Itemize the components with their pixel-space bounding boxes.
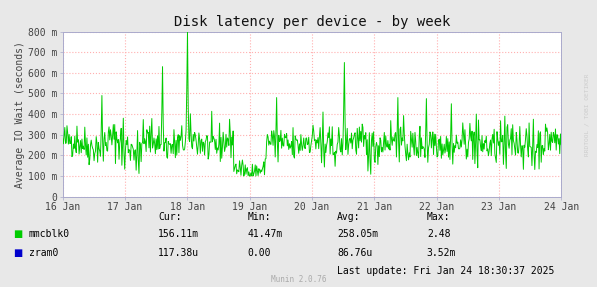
Y-axis label: Average IO Wait (seconds): Average IO Wait (seconds) bbox=[15, 41, 25, 187]
Text: ■: ■ bbox=[13, 229, 22, 239]
Text: RRDTOOL / TOBI OETIKER: RRDTOOL / TOBI OETIKER bbox=[585, 73, 590, 156]
Text: Avg:: Avg: bbox=[337, 212, 361, 222]
Text: mmcblk0: mmcblk0 bbox=[29, 229, 70, 239]
Text: 0.00: 0.00 bbox=[248, 248, 271, 258]
Text: Last update: Fri Jan 24 18:30:37 2025: Last update: Fri Jan 24 18:30:37 2025 bbox=[337, 266, 555, 276]
Text: Min:: Min: bbox=[248, 212, 271, 222]
Text: 86.76u: 86.76u bbox=[337, 248, 373, 258]
Text: 2.48: 2.48 bbox=[427, 229, 450, 239]
Text: 117.38u: 117.38u bbox=[158, 248, 199, 258]
Text: 41.47m: 41.47m bbox=[248, 229, 283, 239]
Text: Munin 2.0.76: Munin 2.0.76 bbox=[271, 275, 326, 284]
Text: zram0: zram0 bbox=[29, 248, 58, 258]
Text: Max:: Max: bbox=[427, 212, 450, 222]
Text: 3.52m: 3.52m bbox=[427, 248, 456, 258]
Title: Disk latency per device - by week: Disk latency per device - by week bbox=[174, 15, 450, 29]
Text: 258.05m: 258.05m bbox=[337, 229, 378, 239]
Text: Cur:: Cur: bbox=[158, 212, 181, 222]
Text: ■: ■ bbox=[13, 248, 22, 258]
Text: 156.11m: 156.11m bbox=[158, 229, 199, 239]
